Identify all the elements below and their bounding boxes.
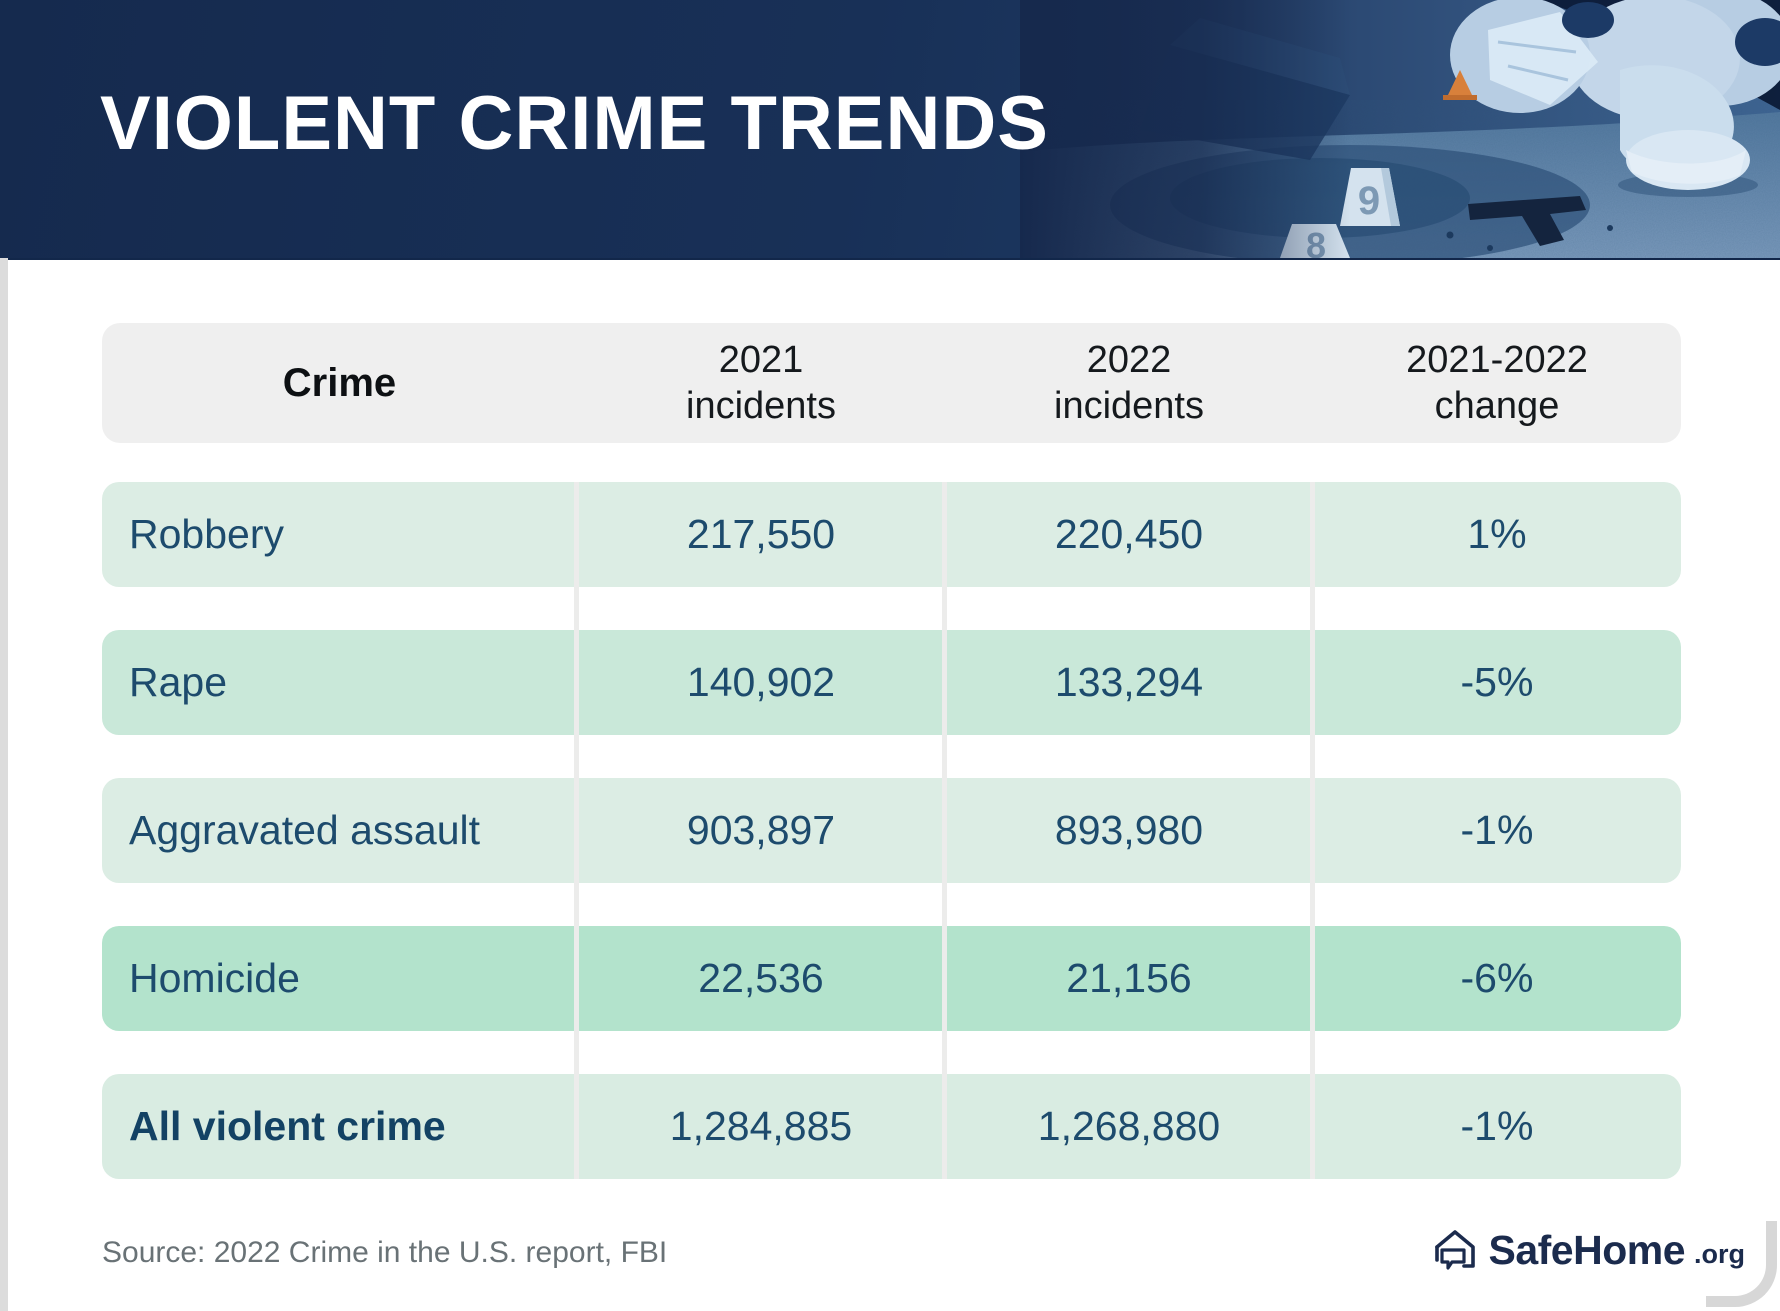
table-row-all-violent-crime: All violent crime 1,284,885 1,268,880 -1…	[102, 1074, 1681, 1179]
header-banner: 9 8 VIOLENT CRIME TRENDS	[0, 0, 1780, 260]
value-change: 1%	[1467, 511, 1527, 557]
column-divider	[574, 482, 579, 1179]
value-change: -1%	[1460, 1103, 1534, 1149]
value-2021: 140,902	[686, 659, 836, 705]
column-divider	[942, 482, 947, 1179]
safehome-house-icon	[1435, 1230, 1476, 1270]
value-change: -5%	[1460, 659, 1534, 705]
evidence-marker-9: 9	[1340, 168, 1400, 226]
value-change: -1%	[1460, 807, 1534, 853]
table-row-aggravated-assault: Aggravated assault 903,897 893,980 -1%	[102, 778, 1681, 883]
glove	[1735, 18, 1780, 66]
source-note: Source: 2022 Crime in the U.S. report, F…	[102, 1236, 668, 1269]
column-header-line: 2021	[718, 339, 804, 381]
table-row-rape: Rape 140,902 133,294 -5%	[102, 630, 1681, 735]
value-2021: 22,536	[698, 955, 824, 1001]
value-2022: 1,268,880	[1037, 1103, 1221, 1149]
column-header-change: 2021-2022 change	[1313, 337, 1681, 429]
table-row-homicide: Homicide 22,536 21,156 -6%	[102, 926, 1681, 1031]
crime-label: All violent crime	[129, 1103, 446, 1149]
value-2021: 903,897	[686, 807, 836, 853]
column-header-line: incidents	[686, 385, 836, 427]
handgun	[1468, 196, 1586, 246]
marker-9-number: 9	[1358, 179, 1380, 223]
value-change: -6%	[1460, 955, 1534, 1001]
safehome-logo: SafeHome .org	[1431, 1226, 1745, 1274]
investigator-figure	[1450, 0, 1780, 197]
brand-name: SafeHome	[1488, 1226, 1685, 1273]
crime-label: Homicide	[129, 955, 300, 1001]
crime-label: Robbery	[129, 511, 284, 557]
column-header-2022: 2022 incidents	[945, 337, 1313, 429]
crime-label: Rape	[129, 659, 228, 705]
value-2022: 21,156	[1066, 955, 1192, 1001]
crime-label: Aggravated assault	[129, 807, 481, 853]
column-header-line: incidents	[1054, 385, 1204, 427]
evidence-bag	[1488, 12, 1598, 105]
orange-cone-marker	[1447, 70, 1473, 97]
column-header-line: Crime	[282, 361, 397, 405]
column-divider	[1310, 482, 1315, 1179]
value-2021: 217,550	[686, 511, 836, 557]
page-title: VIOLENT CRIME TRENDS	[100, 81, 1049, 166]
column-header-line: 2021-2022	[1406, 339, 1588, 381]
column-header-line: 2022	[1086, 339, 1172, 381]
value-2022: 133,294	[1054, 659, 1204, 705]
value-2021: 1,284,885	[669, 1103, 853, 1149]
column-header-line: change	[1434, 385, 1560, 427]
glove	[1562, 2, 1614, 38]
crime-scene-photo: 9 8	[1020, 0, 1780, 258]
left-edge-strip	[0, 258, 8, 1311]
table-header-row: Crime 2021 incidents 2022 incidents 2021…	[102, 323, 1681, 443]
column-header-crime: Crime	[102, 360, 577, 406]
column-header-2021: 2021 incidents	[577, 337, 945, 429]
value-2022: 893,980	[1054, 807, 1204, 853]
table-row-robbery: Robbery 217,550 220,450 1%	[102, 482, 1681, 587]
value-2022: 220,450	[1054, 511, 1204, 557]
bottom-right-corner	[1706, 1221, 1777, 1307]
